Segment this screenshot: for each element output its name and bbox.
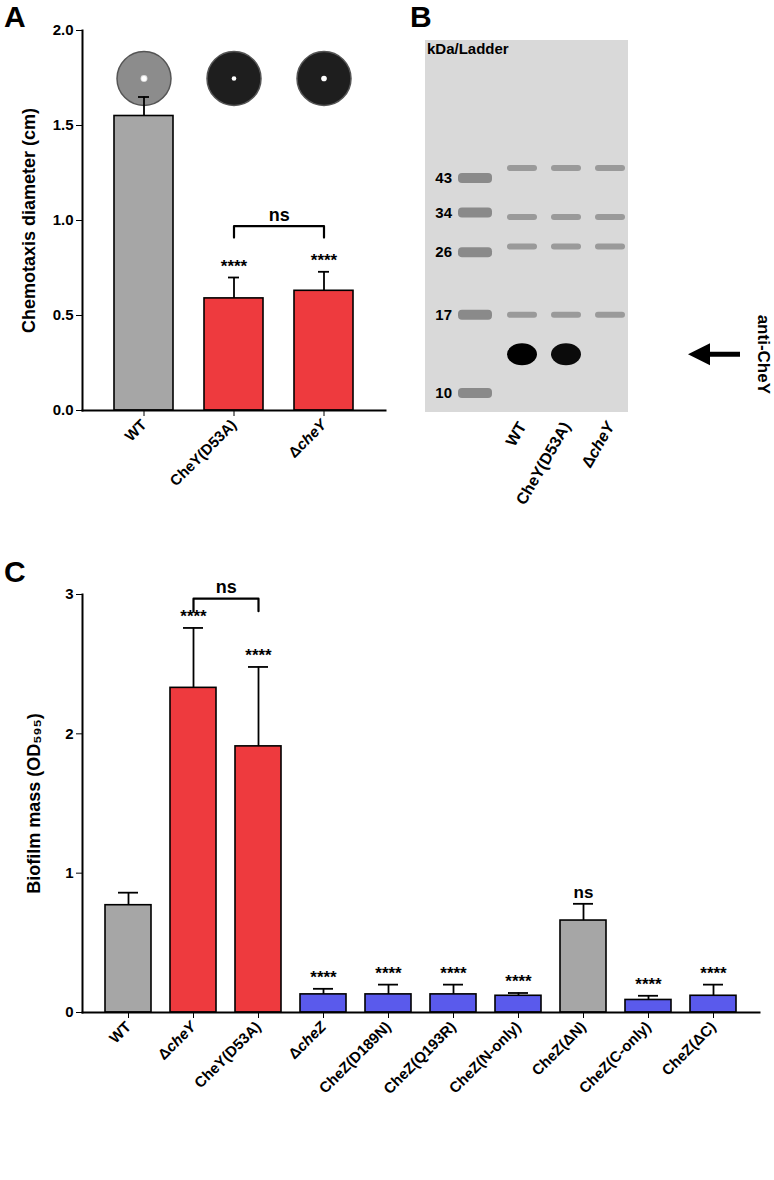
svg-text:****: **** — [635, 975, 662, 994]
svg-text:CheZ(D189N): CheZ(D189N) — [315, 1017, 394, 1097]
svg-text:Chemotaxis diameter (cm): Chemotaxis diameter (cm) — [19, 108, 39, 333]
svg-text:34: 34 — [435, 204, 452, 221]
svg-text:2.0: 2.0 — [53, 21, 74, 38]
svg-text:kDa/Ladder: kDa/Ladder — [427, 40, 509, 57]
svg-text:CheZ(ΔC): CheZ(ΔC) — [658, 1018, 719, 1079]
svg-text:CheZ(N-only): CheZ(N-only) — [445, 1018, 524, 1097]
svg-text:****: **** — [310, 968, 337, 987]
svg-text:WT: WT — [105, 1018, 134, 1047]
svg-text:CheZ(C-only): CheZ(C-only) — [575, 1018, 654, 1097]
svg-text:****: **** — [311, 251, 338, 270]
svg-text:****: **** — [700, 964, 727, 983]
svg-text:ΔcheY: ΔcheY — [154, 1016, 200, 1062]
svg-text:0.5: 0.5 — [53, 306, 74, 323]
svg-text:anti-CheY: anti-CheY — [754, 315, 773, 395]
svg-text:WT: WT — [121, 416, 150, 445]
svg-text:ΔcheY: ΔcheY — [285, 414, 331, 460]
svg-text:ns: ns — [269, 205, 290, 225]
svg-text:CheZ(ΔN): CheZ(ΔN) — [528, 1018, 589, 1079]
svg-text:CheY(D53A): CheY(D53A) — [166, 416, 239, 489]
svg-text:ΔcheZ: ΔcheZ — [285, 1017, 330, 1062]
svg-text:10: 10 — [435, 384, 452, 401]
svg-text:1: 1 — [65, 864, 73, 881]
svg-text:ns: ns — [574, 883, 594, 902]
svg-text:****: **** — [221, 257, 248, 276]
svg-text:****: **** — [375, 964, 402, 983]
svg-text:CheZ(Q193R): CheZ(Q193R) — [379, 1017, 459, 1097]
svg-text:CheY(D53A): CheY(D53A) — [513, 419, 574, 508]
svg-text:0: 0 — [65, 1003, 73, 1020]
svg-text:1.0: 1.0 — [53, 211, 74, 228]
svg-text:3: 3 — [65, 585, 73, 602]
svg-text:0.0: 0.0 — [53, 401, 74, 418]
svg-text:1.5: 1.5 — [53, 116, 74, 133]
svg-text:2: 2 — [65, 725, 73, 742]
svg-text:26: 26 — [435, 243, 452, 260]
svg-text:****: **** — [245, 646, 272, 665]
svg-text:ΔcheY: ΔcheY — [578, 418, 618, 471]
svg-text:Biofilm mass (OD₅₉₅): Biofilm mass (OD₅₉₅) — [24, 713, 44, 894]
svg-text:43: 43 — [435, 169, 452, 186]
svg-text:****: **** — [505, 972, 532, 991]
svg-text:CheY(D53A): CheY(D53A) — [191, 1018, 264, 1091]
svg-text:WT: WT — [502, 419, 529, 449]
svg-text:ns: ns — [216, 577, 237, 597]
svg-text:****: **** — [440, 964, 467, 983]
svg-text:17: 17 — [435, 306, 452, 323]
html-text:C: C — [4, 555, 26, 588]
html-text:B: B — [410, 0, 432, 33]
html-text:A: A — [4, 0, 26, 33]
